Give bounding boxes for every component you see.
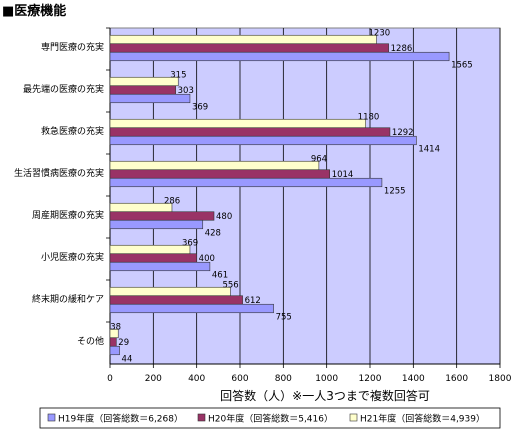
data-label: 755 [276, 312, 292, 322]
bar [109, 34, 377, 45]
bar [109, 160, 320, 171]
bar [109, 345, 120, 356]
category-label: 終末期の緩和ケア [32, 293, 104, 305]
data-label: 612 [245, 296, 261, 306]
legend: H19年度（回答総数＝6,268） H20年度（回答総数＝5,416） H21年度（… [39, 407, 501, 429]
data-label: 428 [205, 228, 221, 238]
bar [109, 127, 391, 137]
plot-area: 0 200 400 600 800 1000 1200 1400 1600 1800 専門医療の充実… [14, 27, 512, 384]
data-label: 1014 [332, 170, 354, 180]
bar [109, 202, 173, 213]
legend-swatch [197, 413, 206, 422]
bar [109, 85, 176, 95]
data-label: 1414 [418, 144, 440, 154]
bar [109, 51, 450, 62]
x-tick-label: 400 [188, 374, 205, 384]
data-label: 1180 [358, 112, 380, 122]
data-label: 1255 [384, 186, 406, 196]
bar [109, 253, 197, 263]
data-label: 964 [311, 154, 327, 164]
bar [109, 261, 211, 272]
x-tick-label: 600 [231, 374, 248, 384]
category-label: 救急医療の充実 [41, 125, 104, 137]
legend-label: H19年度（回答総数＝6,268） [58, 413, 183, 425]
category-label: 小児医療の充実 [41, 251, 104, 263]
x-tick-label: 1200 [359, 374, 382, 384]
bar [109, 43, 389, 53]
x-tick-label: 0 [107, 374, 113, 384]
x-tick-label: 1600 [445, 374, 468, 384]
bar [109, 177, 383, 188]
data-label: 1230 [369, 28, 391, 38]
bar [109, 135, 417, 146]
category-label: 周産期医療の充実 [32, 209, 104, 221]
x-tick-label: 200 [145, 374, 162, 384]
bar [109, 219, 204, 230]
chart-title: ■医療機能 [2, 3, 66, 19]
bar [109, 118, 366, 129]
data-label: 29 [118, 338, 129, 348]
category-label: 生活習慣病医療の充実 [14, 167, 104, 179]
bar [109, 76, 179, 87]
x-tick-label: 1000 [315, 374, 338, 384]
legend-box [39, 407, 501, 429]
category-label: 最先端の医療の充実 [23, 83, 104, 95]
data-label: 286 [164, 196, 180, 206]
bar [109, 93, 191, 104]
bar [109, 295, 243, 305]
data-label: 556 [222, 280, 238, 290]
legend-swatch [47, 413, 56, 422]
x-tick-label: 1800 [489, 374, 512, 384]
bar [109, 303, 274, 314]
legend-label: H21年度（回答総数＝4,939） [360, 413, 485, 425]
bar [109, 286, 231, 297]
data-label: 1286 [391, 44, 413, 54]
data-label: 369 [192, 102, 208, 112]
data-label: 315 [170, 70, 186, 80]
category-label: 専門医療の充実 [41, 41, 104, 53]
data-label: 1565 [451, 60, 473, 70]
data-label: 38 [110, 322, 121, 332]
x-tick-label: 800 [275, 374, 292, 384]
data-label: 480 [216, 212, 232, 222]
data-label: 44 [122, 354, 133, 364]
data-label: 369 [182, 238, 198, 248]
data-label: 461 [212, 270, 228, 280]
bar [109, 169, 330, 179]
bar [109, 337, 117, 347]
data-label: 303 [178, 86, 194, 96]
legend-swatch [349, 413, 358, 422]
category-label: その他 [77, 335, 104, 347]
data-label: 400 [199, 254, 215, 264]
bar [109, 211, 215, 221]
x-tick-label: 1400 [402, 374, 425, 384]
data-label: 1292 [392, 128, 414, 138]
x-axis-label: 回答数（人）※一人3つまで複数回答可 [220, 388, 430, 403]
bar [109, 244, 191, 255]
legend-label: H20年度（回答総数＝5,416） [208, 413, 333, 425]
